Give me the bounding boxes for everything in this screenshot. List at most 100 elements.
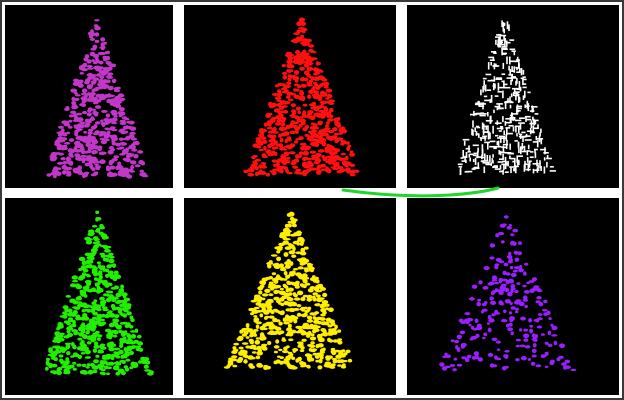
tree-particle	[296, 88, 300, 92]
tree-particle	[293, 94, 300, 99]
tree-particle	[462, 150, 464, 158]
tree-particle	[525, 105, 530, 107]
tree-particle	[336, 124, 342, 128]
tree-particle	[112, 102, 117, 107]
tree-particle	[476, 301, 481, 307]
tree-particle	[529, 288, 535, 293]
tree-particle	[243, 350, 248, 354]
tree-particle	[527, 358, 531, 361]
tree-particle	[294, 126, 301, 131]
tree-particle	[82, 286, 88, 291]
tree-particle	[465, 159, 467, 164]
tree-particle	[99, 159, 106, 165]
tree-particle	[113, 87, 118, 92]
tree-particle	[501, 366, 507, 371]
tree-particle	[499, 151, 504, 154]
tree-particle	[289, 211, 294, 216]
tree-particle	[449, 364, 456, 367]
tree-particle	[128, 120, 135, 125]
tree-particle	[98, 231, 104, 235]
tree-particle	[540, 333, 545, 336]
tree-particle	[279, 360, 284, 365]
tree-particle	[475, 102, 481, 105]
tree-particle	[297, 328, 304, 334]
tree-particle	[522, 298, 529, 302]
tree-particle	[274, 84, 280, 88]
tree-particle	[311, 138, 318, 142]
tree-particle	[317, 131, 323, 135]
tree-particle	[284, 238, 291, 241]
tree-particle	[45, 366, 49, 371]
tree-particle	[276, 118, 283, 123]
tree-particle	[297, 54, 304, 58]
tree-particle	[63, 122, 70, 127]
tree-particle	[289, 130, 296, 135]
tree-particle	[81, 63, 88, 68]
tree-particle	[519, 265, 523, 269]
tree-particle	[534, 113, 539, 115]
tree-particle	[312, 279, 319, 283]
tree-particle	[502, 62, 505, 69]
tree-particle	[453, 357, 458, 361]
tree-particle	[532, 125, 535, 134]
tree-particle	[98, 270, 103, 274]
tree-particle	[268, 283, 274, 287]
tree-particle	[459, 330, 466, 335]
tree-particle	[308, 130, 313, 134]
tree-particle	[120, 299, 128, 304]
tree-particle	[325, 160, 330, 164]
tree-particle	[508, 224, 512, 227]
tree-particle	[529, 127, 532, 135]
tree-particle	[81, 260, 87, 266]
tree-particle	[91, 316, 98, 320]
tree-particle	[489, 145, 496, 148]
tree-particle	[279, 137, 284, 143]
tree-particle	[337, 165, 344, 170]
tree-particle	[303, 63, 310, 67]
tree-particle	[298, 123, 303, 128]
tree-particle	[118, 137, 125, 141]
tree-particle	[474, 166, 479, 169]
tree-particle	[532, 141, 539, 143]
tree-particle	[108, 252, 114, 256]
tree-particle	[317, 96, 323, 101]
panel-purple-tree	[407, 198, 619, 395]
tree-particle	[238, 346, 244, 350]
tree-particle	[276, 256, 282, 262]
tree-particle	[495, 340, 501, 344]
tree-particle	[59, 315, 66, 318]
tree-particle	[509, 166, 514, 168]
tree-particle	[299, 251, 307, 256]
tree-particle	[498, 34, 502, 36]
tree-particle	[516, 71, 521, 73]
tree-particle	[312, 352, 318, 356]
tree-particle	[106, 75, 114, 79]
tree-particle	[257, 364, 264, 368]
tree-particle	[483, 266, 490, 271]
tree-particle	[489, 155, 491, 163]
tree-particle	[80, 123, 85, 129]
tree-particle	[98, 60, 104, 65]
tree-particle	[325, 97, 330, 100]
tree-particle	[507, 152, 514, 155]
tree-particle	[307, 288, 314, 293]
tree-particle	[282, 350, 289, 354]
tree-particle	[522, 83, 527, 85]
tree-particle	[302, 260, 308, 265]
tree-particle	[89, 255, 95, 261]
tree-particle	[499, 36, 501, 44]
tree-particle	[68, 119, 73, 123]
tree-particle	[536, 167, 539, 173]
tree-particle	[278, 143, 284, 148]
tree-particle	[249, 330, 257, 335]
tree-particle	[77, 81, 82, 87]
tree-particle	[272, 263, 278, 267]
tree-particle	[462, 138, 470, 141]
tree-particle	[101, 236, 107, 240]
tree-particle	[326, 121, 330, 125]
tree-particle	[497, 82, 500, 91]
tree-particle	[293, 70, 300, 75]
tree-particle	[66, 329, 71, 334]
tree-particle	[461, 356, 467, 360]
tree-particle	[328, 307, 334, 312]
